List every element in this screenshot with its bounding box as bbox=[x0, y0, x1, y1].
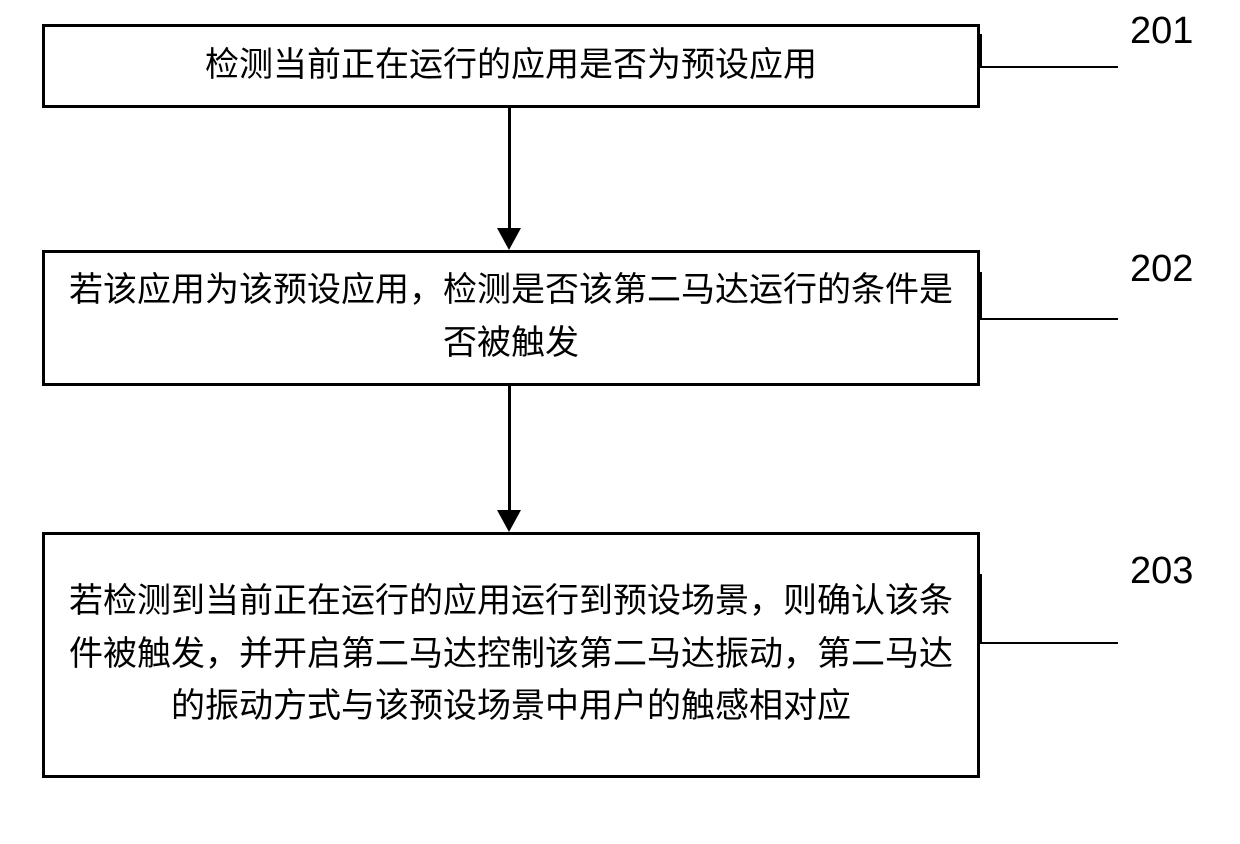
node-2-text: 若该应用为该预设应用，检测是否该第二马达运行的条件是否被触发 bbox=[69, 265, 953, 370]
flowchart-diagram: 检测当前正在运行的应用是否为预设应用 201 若该应用为该预设应用，检测是否该第… bbox=[0, 0, 1240, 844]
node-3-text: 若检测到当前正在运行的应用运行到预设场景，则确认该条件被触发，并开启第二马达控制… bbox=[69, 576, 953, 734]
node-3-label-connector bbox=[980, 574, 1118, 644]
arrow-2-head bbox=[497, 510, 521, 532]
flowchart-node-2: 若该应用为该预设应用，检测是否该第二马达运行的条件是否被触发 bbox=[42, 250, 980, 386]
node-2-label: 202 bbox=[1130, 248, 1193, 291]
flowchart-node-3: 若检测到当前正在运行的应用运行到预设场景，则确认该条件被触发，并开启第二马达控制… bbox=[42, 532, 980, 778]
node-1-text: 检测当前正在运行的应用是否为预设应用 bbox=[205, 40, 817, 93]
node-1-label-connector bbox=[980, 34, 1118, 68]
arrow-1-head bbox=[497, 228, 521, 250]
arrow-1-line bbox=[508, 108, 511, 230]
node-1-label: 201 bbox=[1130, 10, 1193, 53]
node-3-label: 203 bbox=[1130, 550, 1193, 593]
flowchart-node-1: 检测当前正在运行的应用是否为预设应用 bbox=[42, 24, 980, 108]
node-2-label-connector bbox=[980, 272, 1118, 320]
arrow-2-line bbox=[508, 386, 511, 510]
